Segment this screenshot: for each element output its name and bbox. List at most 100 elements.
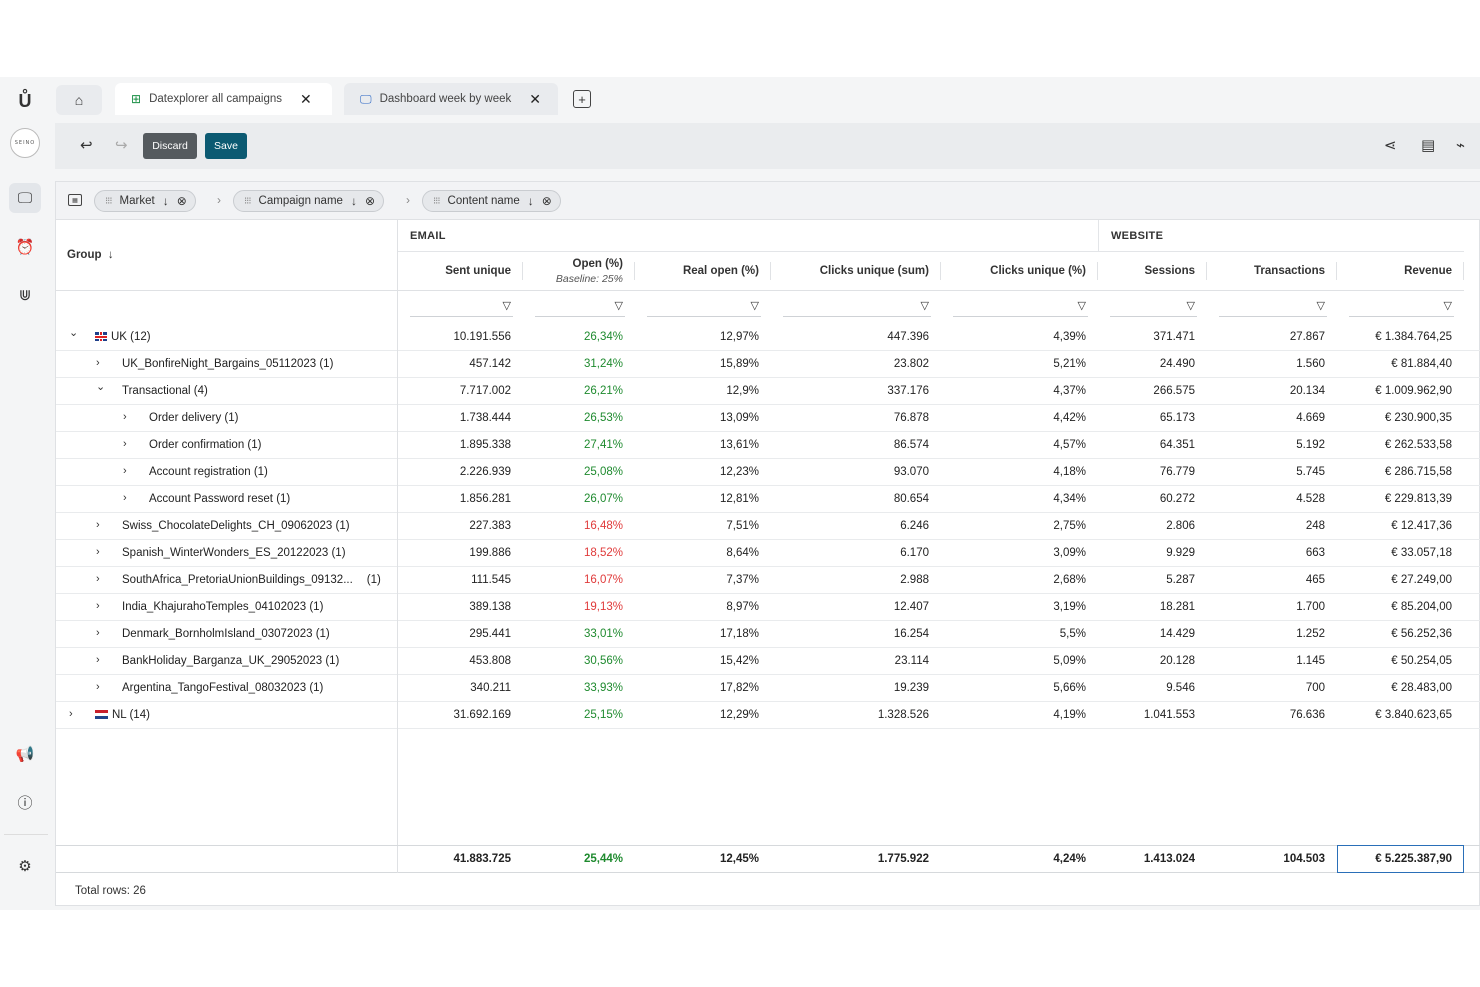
- cell-transactions[interactable]: 1.145: [1296, 655, 1325, 667]
- filter-funnel-icon[interactable]: ▽: [502, 300, 511, 312]
- cell-sent[interactable]: 1.738.444: [459, 412, 511, 424]
- filter-funnel-icon[interactable]: ▽: [1316, 300, 1325, 312]
- cell-clicks-sum[interactable]: 6.246: [900, 520, 929, 532]
- cell-open[interactable]: 33,01%: [583, 628, 623, 640]
- cell-revenue[interactable]: € 262.533,58: [1384, 439, 1452, 451]
- cell-sessions[interactable]: 18.281: [1159, 601, 1195, 613]
- cell-sessions[interactable]: 2.806: [1166, 520, 1195, 532]
- group-name-cell[interactable]: › BankHoliday_Barganza_UK_29052023 (1): [56, 648, 398, 675]
- sort-desc-icon[interactable]: ↓: [350, 194, 357, 208]
- cell-clicks-sum[interactable]: 19.239: [893, 682, 929, 694]
- cell-real-open[interactable]: 7,37%: [726, 574, 759, 586]
- document-icon[interactable]: ▤: [1421, 137, 1436, 154]
- grouping-toggle-icon[interactable]: ▦: [68, 194, 82, 206]
- table-row[interactable]: › Account Password reset (1) 1.856.281 26,0…: [56, 486, 1480, 513]
- column-resize-handle[interactable]: [1336, 262, 1337, 280]
- total-transactions[interactable]: 104.503: [1283, 853, 1325, 865]
- group-name-cell[interactable]: › Order confirmation (1): [56, 432, 398, 459]
- cell-transactions[interactable]: 27.867: [1289, 331, 1325, 343]
- cell-real-open[interactable]: 15,89%: [719, 358, 759, 370]
- close-tab-icon[interactable]: ✕: [529, 90, 541, 107]
- cell-clicks-pct[interactable]: 4,57%: [1053, 439, 1086, 451]
- cell-real-open[interactable]: 12,29%: [719, 709, 759, 721]
- cell-real-open[interactable]: 12,9%: [726, 385, 759, 397]
- group-name-cell[interactable]: › Swiss_ChocolateDelights_CH_09062023 (1): [56, 513, 398, 540]
- remove-chip-icon[interactable]: ⊗: [364, 194, 375, 208]
- drag-handle-icon[interactable]: ⁝⁝⁝: [244, 195, 251, 207]
- filter-cell-clicks-pct[interactable]: ▽: [941, 291, 1098, 324]
- column-header-revenue[interactable]: Revenue: [1337, 252, 1464, 291]
- chart-line-icon[interactable]: ⌁: [1456, 137, 1466, 154]
- add-tab-icon[interactable]: +: [573, 90, 591, 108]
- cell-sent[interactable]: 227.383: [469, 520, 511, 532]
- cell-transactions[interactable]: 4.528: [1296, 493, 1325, 505]
- cell-real-open[interactable]: 13,09%: [719, 412, 759, 424]
- cell-clicks-sum[interactable]: 16.254: [893, 628, 929, 640]
- table-row[interactable]: › Denmark_BornholmIsland_03072023 (1) 295.…: [56, 621, 1480, 648]
- chevron-right-icon[interactable]: ›: [123, 411, 127, 423]
- app-logo-icon[interactable]: Ů: [18, 90, 32, 111]
- filter-input-underline[interactable]: [1110, 316, 1197, 317]
- column-header-sent[interactable]: Sent unique: [398, 252, 523, 291]
- group-name-cell[interactable]: › Order delivery (1): [56, 405, 398, 432]
- group-name-cell[interactable]: › India_KhajurahoTemples_04102023 (1): [56, 594, 398, 621]
- cell-clicks-sum[interactable]: 447.396: [887, 331, 929, 343]
- cell-clicks-pct[interactable]: 5,66%: [1053, 682, 1086, 694]
- cell-revenue[interactable]: € 85.204,00: [1391, 601, 1452, 613]
- cell-transactions[interactable]: 700: [1305, 682, 1325, 694]
- cell-clicks-sum[interactable]: 86.574: [893, 439, 929, 451]
- discard-button[interactable]: Discard: [143, 133, 197, 159]
- chevron-right-icon[interactable]: ›: [96, 654, 100, 666]
- table-row[interactable]: › Order confirmation (1) 1.895.338 27,41% 13…: [56, 432, 1480, 459]
- selected-cell-outline[interactable]: [1337, 845, 1464, 873]
- cell-clicks-pct[interactable]: 3,09%: [1053, 547, 1086, 559]
- cell-transactions[interactable]: 5.192: [1296, 439, 1325, 451]
- cell-revenue[interactable]: € 56.252,36: [1391, 628, 1452, 640]
- chevron-right-icon[interactable]: ›: [96, 573, 100, 585]
- cell-open[interactable]: 33,93%: [583, 682, 623, 694]
- chevron-right-icon[interactable]: ›: [123, 465, 127, 477]
- chevron-right-icon[interactable]: ›: [123, 492, 127, 504]
- cell-real-open[interactable]: 17,18%: [719, 628, 759, 640]
- filter-cell-revenue[interactable]: ▽: [1337, 291, 1464, 324]
- filter-input-underline[interactable]: [410, 316, 513, 317]
- cell-transactions[interactable]: 5.745: [1296, 466, 1325, 478]
- cell-open[interactable]: 18,52%: [583, 547, 623, 559]
- cell-open[interactable]: 26,07%: [583, 493, 623, 505]
- save-button[interactable]: Save: [205, 133, 247, 159]
- cell-sent[interactable]: 7.717.002: [459, 385, 511, 397]
- group-name-cell[interactable]: › SouthAfrica_PretoriaUnionBuildings_0913…: [56, 567, 398, 594]
- filter-cell-clicks-sum[interactable]: ▽: [771, 291, 941, 324]
- cell-open[interactable]: 27,41%: [583, 439, 623, 451]
- cell-sent[interactable]: 10.191.556: [453, 331, 511, 343]
- cell-sessions[interactable]: 60.272: [1159, 493, 1195, 505]
- cell-real-open[interactable]: 8,64%: [726, 547, 759, 559]
- cell-sent[interactable]: 1.856.281: [459, 493, 511, 505]
- cell-revenue[interactable]: € 230.900,35: [1384, 412, 1452, 424]
- workspace-avatar[interactable]: SEINO: [10, 128, 40, 158]
- filter-funnel-icon[interactable]: ▽: [1077, 300, 1086, 312]
- table-row[interactable]: › Order delivery (1) 1.738.444 26,53% 13,09%…: [56, 405, 1480, 432]
- cell-clicks-sum[interactable]: 93.070: [893, 466, 929, 478]
- chevron-right-icon[interactable]: ›: [96, 546, 100, 558]
- cell-sessions[interactable]: 5.287: [1166, 574, 1195, 586]
- sort-desc-icon[interactable]: ↓: [162, 194, 169, 208]
- cell-revenue[interactable]: € 28.483,00: [1391, 682, 1452, 694]
- cell-sessions[interactable]: 64.351: [1159, 439, 1195, 451]
- filter-input-underline[interactable]: [535, 316, 625, 317]
- cell-revenue[interactable]: € 33.057,18: [1391, 547, 1452, 559]
- table-row[interactable]: › Argentina_TangoFestival_08032023 (1) 340…: [56, 675, 1480, 702]
- drag-handle-icon[interactable]: ⁝⁝⁝: [433, 195, 440, 207]
- cell-transactions[interactable]: 1.700: [1296, 601, 1325, 613]
- sort-desc-icon[interactable]: ↓: [527, 194, 534, 208]
- cell-transactions[interactable]: 248: [1305, 520, 1325, 532]
- total-sent[interactable]: 41.883.725: [453, 853, 511, 865]
- total-clicks-sum[interactable]: 1.775.922: [877, 853, 929, 865]
- column-header-real-open[interactable]: Real open (%): [635, 252, 771, 291]
- filter-cell-sessions[interactable]: ▽: [1098, 291, 1207, 324]
- cell-sent[interactable]: 457.142: [469, 358, 511, 370]
- cell-open[interactable]: 26,53%: [583, 412, 623, 424]
- cell-transactions[interactable]: 663: [1305, 547, 1325, 559]
- total-revenue[interactable]: € 5.225.387,90: [1375, 853, 1452, 865]
- redo-icon[interactable]: ↪: [115, 137, 128, 154]
